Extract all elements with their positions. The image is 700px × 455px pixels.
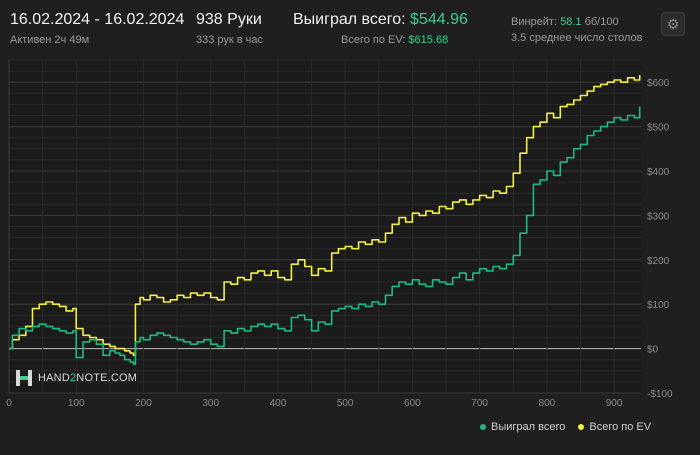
winrate: Винрейт: 58.1 бб/100 <box>511 14 643 30</box>
logo-text-note: NOTE.COM <box>76 372 138 384</box>
winrate-value: 58.1 <box>560 16 582 28</box>
summary-header: 16.02.2024 - 16.02.2024 Активен 2ч 49м 9… <box>0 0 700 58</box>
profit-chart: -$100 $0 $100 $200 $300 $400 $500 $600 0 100 200 30… <box>0 58 700 450</box>
y-tick-label: $400 <box>647 167 670 178</box>
won-label: Выиграл всего: <box>293 11 406 28</box>
session-dates-block: 16.02.2024 - 16.02.2024 Активен 2ч 49м <box>10 10 184 47</box>
chart-legend: Выиграл всего Всего по EV <box>480 421 661 433</box>
chart-svg: -$100 $0 $100 $200 $300 $400 $500 $600 0 100 200 30… <box>6 59 673 409</box>
x-tick-label: 400 <box>270 398 287 409</box>
date-range: 16.02.2024 - 16.02.2024 <box>10 11 185 28</box>
won-value: $544.96 <box>410 11 468 28</box>
series-line-ev <box>9 75 641 357</box>
ev-label: Всего по EV: <box>341 34 406 46</box>
x-tick-label: 900 <box>606 398 623 409</box>
x-tick-label: 100 <box>68 398 85 409</box>
gear-icon: ⚙ <box>666 15 680 32</box>
y-tick-label: $300 <box>647 211 670 222</box>
y-tick-label: -$100 <box>647 389 673 400</box>
ev-total: Всего по EV: $615.68 <box>293 33 468 47</box>
x-tick-label: 200 <box>135 398 152 409</box>
settings-button[interactable]: ⚙ <box>661 12 685 36</box>
x-tick-label: 500 <box>337 398 354 409</box>
y-tick-label: $600 <box>647 78 670 89</box>
won-total: Выиграл всего: $544.96 <box>293 10 468 30</box>
hands-per-hour: 333 рук в час <box>196 34 264 46</box>
x-tick-label: 300 <box>202 398 219 409</box>
legend-dot-won <box>480 424 486 430</box>
legend-label-won: Выиграл всего <box>491 421 566 433</box>
hands-block: 938 Руки 333 рук в час <box>196 10 263 47</box>
x-tick-label: 700 <box>471 398 488 409</box>
legend-dot-ev <box>578 424 585 430</box>
hands-count: 938 Руки <box>196 11 262 28</box>
legend-item-ev[interactable]: Всего по EV <box>578 421 651 433</box>
winnings-block: Выиграл всего: $544.96 Всего по EV: $615… <box>293 10 468 47</box>
logo-mark-icon <box>16 370 32 386</box>
hand2note-logo: HAND 2 NOTE.COM <box>16 370 137 386</box>
legend-item-won[interactable]: Выиграл всего <box>480 421 565 433</box>
logo-text-two: 2 <box>69 372 77 384</box>
winrate-label: Винрейт: <box>511 16 558 28</box>
x-tick-label: 800 <box>539 398 556 409</box>
winrate-unit: бб/100 <box>584 16 619 28</box>
y-tick-label: $200 <box>647 256 670 267</box>
winrate-block: Винрейт: 58.1 бб/100 3.5 среднее число с… <box>511 14 643 46</box>
series-line-won <box>9 106 641 365</box>
active-time: Активен 2ч 49м <box>10 34 90 46</box>
y-tick-label: $100 <box>647 300 670 311</box>
x-tick-label: 0 <box>6 398 12 409</box>
logo-text-hand: HAND <box>38 372 70 384</box>
y-tick-label: $500 <box>647 123 670 134</box>
ev-value: $615.68 <box>408 34 449 46</box>
legend-label-ev: Всего по EV <box>589 421 652 433</box>
y-tick-label: $0 <box>647 345 659 356</box>
avg-tables: 3.5 среднее число столов <box>511 32 643 44</box>
x-tick-label: 600 <box>404 398 421 409</box>
